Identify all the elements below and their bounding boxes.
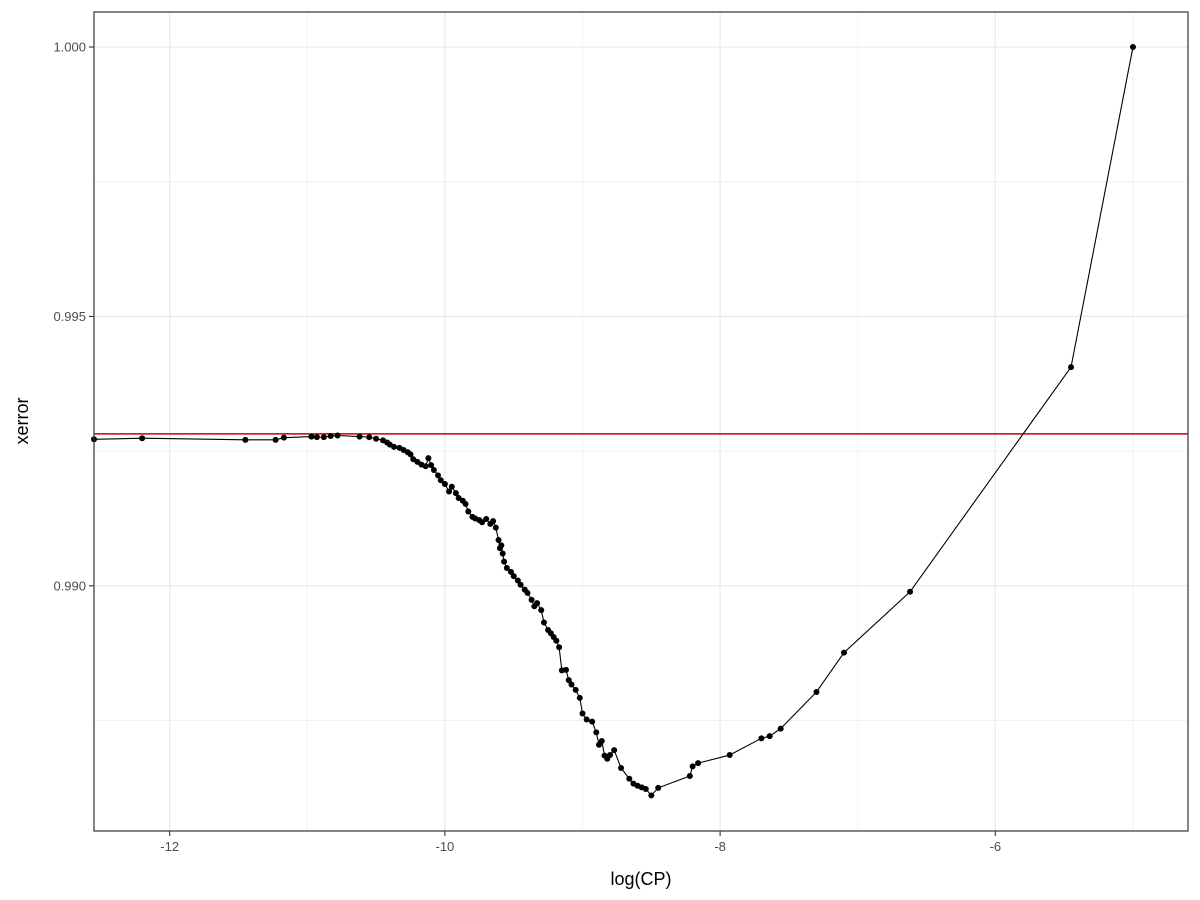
x-axis-title: log(CP) bbox=[610, 869, 671, 889]
data-point bbox=[327, 433, 334, 440]
data-point bbox=[507, 568, 514, 575]
data-point bbox=[483, 516, 490, 523]
data-point bbox=[1068, 364, 1075, 371]
x-axis: -12 -10 -8 -6 bbox=[160, 831, 1001, 854]
data-point bbox=[589, 718, 596, 725]
data-point bbox=[448, 483, 455, 490]
data-point bbox=[308, 433, 315, 440]
data-point bbox=[452, 490, 459, 497]
data-point bbox=[437, 477, 444, 484]
data-point bbox=[356, 433, 363, 440]
data-point bbox=[514, 577, 521, 584]
data-point bbox=[407, 451, 414, 458]
plot-panel-border bbox=[93, 11, 1189, 832]
data-point bbox=[777, 725, 784, 732]
data-point bbox=[579, 710, 586, 717]
data-point bbox=[139, 435, 146, 442]
data-point bbox=[465, 508, 472, 515]
data-point bbox=[556, 644, 563, 651]
data-point bbox=[280, 434, 287, 441]
data-point bbox=[422, 463, 429, 470]
data-point bbox=[373, 435, 380, 442]
x-tick-label: -8 bbox=[714, 839, 726, 854]
x-tick-label: -12 bbox=[160, 839, 179, 854]
data-point bbox=[563, 666, 570, 673]
y-tick-label: 1.000 bbox=[53, 40, 86, 55]
data-point bbox=[517, 581, 524, 588]
data-point bbox=[441, 481, 448, 488]
data-point bbox=[390, 443, 397, 450]
data-point bbox=[428, 462, 435, 469]
data-point bbox=[446, 488, 453, 495]
data-point bbox=[553, 637, 560, 644]
data-point bbox=[272, 436, 279, 443]
data-point bbox=[366, 434, 373, 441]
data-point bbox=[503, 565, 510, 572]
data-point bbox=[766, 733, 773, 740]
data-point bbox=[655, 784, 662, 791]
x-tick-label: -10 bbox=[436, 839, 455, 854]
x-tick-label: -6 bbox=[990, 839, 1002, 854]
data-point bbox=[611, 747, 618, 754]
data-point bbox=[576, 694, 583, 701]
series-layer bbox=[91, 44, 1136, 799]
data-point bbox=[568, 681, 575, 688]
data-point bbox=[689, 763, 696, 770]
data-point bbox=[498, 542, 505, 549]
data-point bbox=[499, 550, 506, 557]
data-point bbox=[626, 775, 633, 782]
data-point bbox=[726, 752, 733, 759]
data-point bbox=[501, 558, 508, 565]
y-tick-label: 0.995 bbox=[53, 309, 86, 324]
data-point bbox=[540, 619, 547, 626]
data-point bbox=[435, 472, 442, 479]
y-tick-label: 0.990 bbox=[53, 578, 86, 593]
plot-background bbox=[94, 12, 1188, 831]
data-point bbox=[534, 600, 541, 607]
data-point bbox=[607, 752, 614, 759]
data-point bbox=[425, 455, 432, 462]
data-point bbox=[492, 524, 499, 531]
data-point bbox=[565, 677, 572, 684]
data-point bbox=[1129, 44, 1136, 51]
y-axis: 0.990 0.995 1.000 bbox=[53, 40, 94, 593]
data-point bbox=[618, 764, 625, 771]
data-point bbox=[524, 589, 531, 596]
data-point bbox=[686, 773, 693, 780]
data-point bbox=[840, 649, 847, 656]
data-point bbox=[430, 466, 437, 473]
data-point bbox=[642, 785, 649, 792]
data-point bbox=[695, 760, 702, 767]
data-point bbox=[758, 735, 765, 742]
y-axis-title: xerror bbox=[12, 397, 32, 444]
data-point bbox=[320, 434, 327, 441]
data-point bbox=[495, 537, 502, 544]
data-point bbox=[572, 686, 579, 693]
major-gridlines bbox=[94, 12, 1188, 831]
data-point bbox=[334, 432, 341, 439]
data-point bbox=[813, 688, 820, 695]
data-point bbox=[462, 500, 469, 507]
data-point bbox=[538, 607, 545, 614]
data-point bbox=[528, 596, 535, 603]
data-point bbox=[593, 729, 600, 736]
data-point bbox=[648, 792, 655, 799]
data-point bbox=[907, 588, 914, 595]
data-point bbox=[479, 519, 486, 526]
data-point bbox=[598, 738, 605, 745]
data-point bbox=[242, 436, 249, 443]
minor-gridlines bbox=[94, 12, 1188, 831]
data-point bbox=[583, 716, 590, 723]
data-point bbox=[313, 434, 320, 441]
data-point bbox=[510, 573, 517, 580]
data-point bbox=[490, 518, 497, 525]
